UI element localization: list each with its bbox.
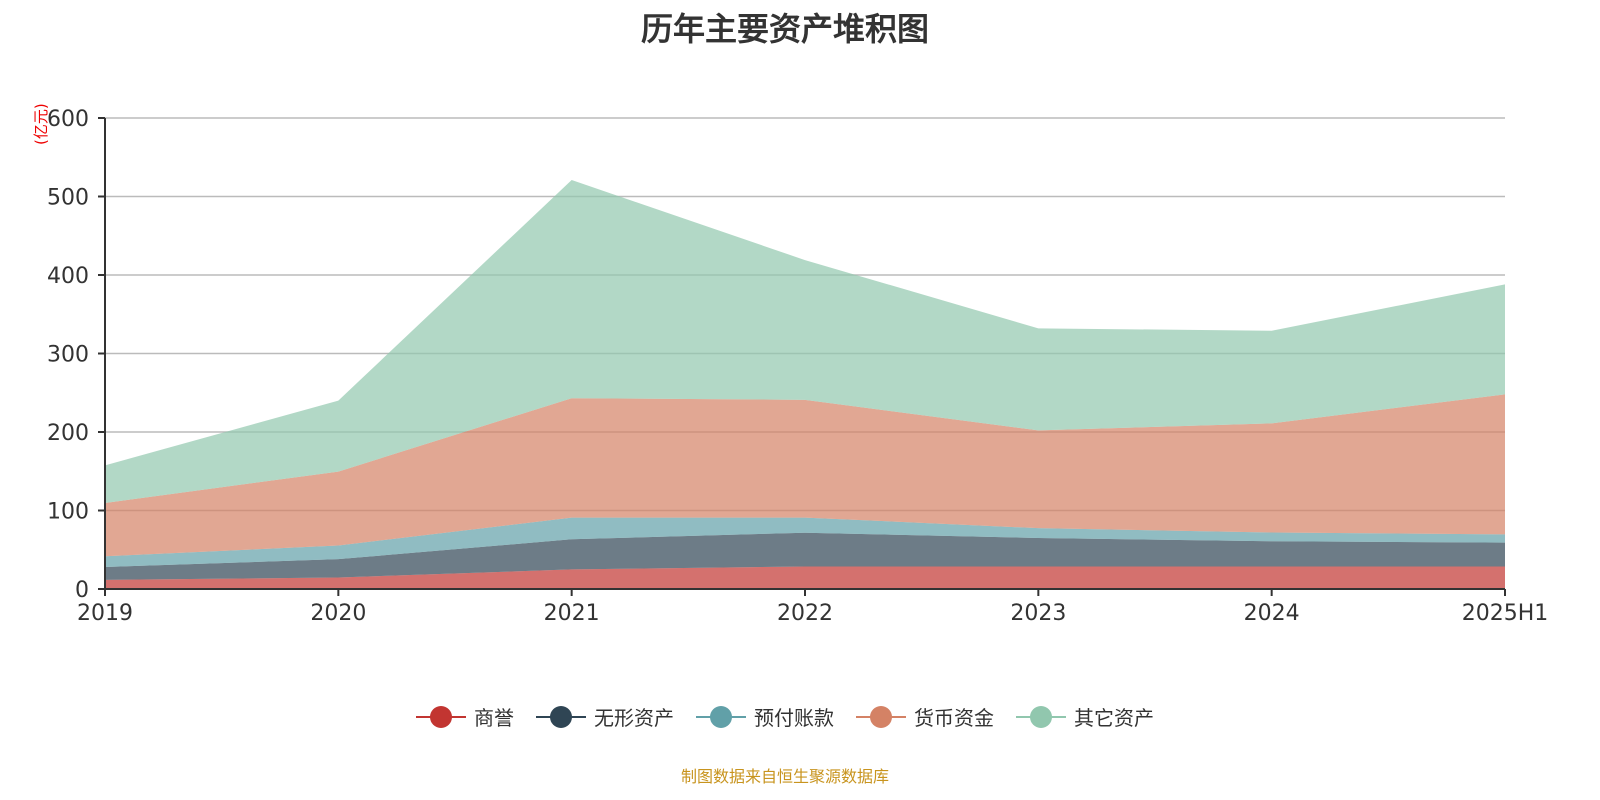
x-tick-label: 2020 [310, 601, 366, 626]
legend-item[interactable]: 货币资金 [856, 702, 994, 731]
y-tick-label: 600 [47, 107, 89, 132]
legend-item[interactable]: 预付账款 [696, 702, 834, 731]
legend-symbol-icon [856, 705, 906, 729]
y-tick-label: 0 [75, 578, 89, 603]
y-tick-label: 400 [47, 264, 89, 289]
data-source-footer: 制图数据来自恒生聚源数据库 [680, 767, 889, 786]
legend-symbol-icon [1016, 705, 1066, 729]
x-tick-label: 2025H1 [1462, 601, 1549, 626]
legend-label: 其它资产 [1074, 706, 1154, 730]
legend-symbol-icon [416, 705, 466, 729]
area-series-3 [105, 394, 1505, 557]
x-tick-label: 2022 [777, 601, 833, 626]
y-tick-label: 300 [47, 343, 89, 368]
legend-label: 商誉 [474, 706, 514, 730]
y-tick-label: 200 [47, 421, 89, 446]
legend-label: 货币资金 [914, 706, 994, 730]
legend-label: 无形资产 [594, 706, 674, 730]
area-series-0 [105, 566, 1505, 589]
x-tick-label: 2024 [1244, 601, 1300, 626]
legend-item[interactable]: 其它资产 [1016, 702, 1154, 731]
y-tick-label: 500 [47, 186, 89, 211]
legend-item[interactable]: 无形资产 [536, 702, 674, 731]
area-series-1 [105, 532, 1505, 580]
chart-title: 历年主要资产堆积图 [640, 10, 929, 48]
area-series-4 [105, 180, 1505, 503]
y-tick-label: 100 [47, 500, 89, 525]
x-tick-label: 2021 [544, 601, 600, 626]
legend-symbol-icon [696, 705, 746, 729]
legend-symbol-icon [536, 705, 586, 729]
legend-label: 预付账款 [754, 706, 834, 730]
x-tick-label: 2019 [77, 601, 133, 626]
legend: 商誉 无形资产 预付账款 货币资金 其它资产 [0, 702, 1570, 731]
area-series-2 [105, 517, 1505, 568]
x-tick-label: 2023 [1010, 601, 1066, 626]
legend-item[interactable]: 商誉 [416, 702, 514, 731]
